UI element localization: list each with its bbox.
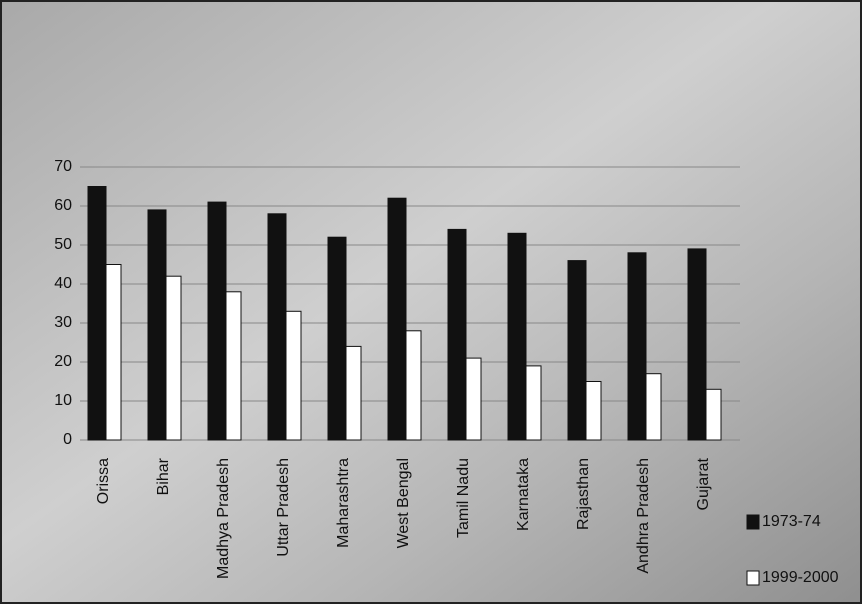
bar	[627, 252, 647, 441]
bar	[405, 330, 422, 441]
bar	[645, 373, 662, 441]
y-tick-label: 0	[63, 431, 72, 448]
bar	[225, 291, 242, 441]
bar	[267, 213, 287, 441]
x-tick-label: Orissa	[95, 458, 112, 504]
x-tick-label: Bihar	[155, 457, 172, 495]
legend-label: 1999-2000	[762, 569, 839, 586]
bar	[447, 228, 467, 441]
y-tick-label: 60	[54, 197, 72, 214]
y-tick-label: 40	[54, 275, 72, 292]
bar	[105, 264, 122, 441]
bar	[525, 365, 542, 441]
x-tick-label: Uttar Pradesh	[275, 458, 292, 557]
bar	[585, 381, 602, 441]
x-tick-label: Rajasthan	[575, 458, 592, 530]
x-tick-label: Andhra Pradesh	[635, 458, 652, 574]
legend-swatch	[746, 570, 760, 586]
y-tick-label: 20	[54, 353, 72, 370]
bar	[687, 248, 707, 441]
bar	[327, 236, 347, 441]
x-tick-label: West Bengal	[395, 458, 412, 548]
bar	[567, 260, 587, 441]
bar	[465, 357, 482, 441]
legend-label: 1973-74	[762, 513, 821, 530]
bar	[285, 310, 302, 441]
bar	[87, 186, 107, 441]
bar	[705, 388, 722, 441]
x-tick-label: Madhya Pradesh	[215, 458, 232, 579]
bar	[147, 209, 167, 441]
bar	[207, 201, 227, 441]
y-tick-label: 50	[54, 236, 72, 253]
bar	[507, 232, 527, 441]
bar	[387, 197, 407, 441]
x-tick-label: Tamil Nadu	[455, 458, 472, 538]
y-tick-label: 10	[54, 392, 72, 409]
y-tick-label: 30	[54, 314, 72, 331]
bar	[345, 345, 362, 441]
x-tick-label: Karnataka	[515, 458, 532, 531]
x-tick-label: Gujarat	[695, 457, 712, 510]
x-tick-label: Maharashtra	[335, 458, 352, 548]
y-tick-label: 70	[54, 158, 72, 175]
bar	[165, 275, 182, 441]
legend-swatch	[746, 514, 760, 530]
